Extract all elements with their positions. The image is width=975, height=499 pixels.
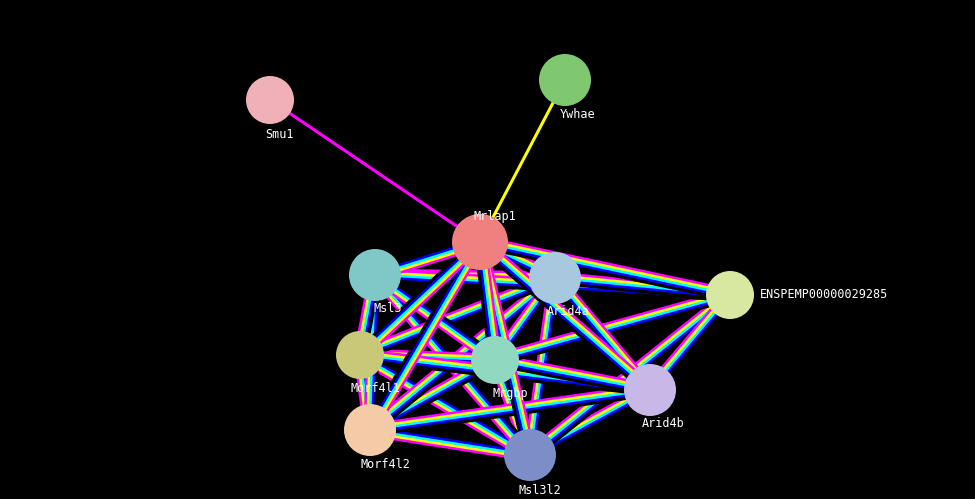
Circle shape xyxy=(349,249,401,301)
Circle shape xyxy=(344,404,396,456)
Text: Smu1: Smu1 xyxy=(266,128,294,141)
Text: Morf4l2: Morf4l2 xyxy=(360,458,409,471)
Text: Mrgbp: Mrgbp xyxy=(492,387,527,400)
Text: Arid4b: Arid4b xyxy=(642,417,684,430)
Circle shape xyxy=(246,76,294,124)
Text: Ywhae: Ywhae xyxy=(561,108,596,121)
Text: Msl3l2: Msl3l2 xyxy=(519,484,562,497)
Text: Mrlap1: Mrlap1 xyxy=(474,210,517,223)
Circle shape xyxy=(452,214,508,270)
Circle shape xyxy=(706,271,754,319)
Text: ENSPEMP00000029285: ENSPEMP00000029285 xyxy=(760,288,888,301)
Text: Morf4l1: Morf4l1 xyxy=(350,382,400,395)
Circle shape xyxy=(336,331,384,379)
Text: Msl3: Msl3 xyxy=(373,302,403,315)
Text: Arid4a: Arid4a xyxy=(547,305,589,318)
Circle shape xyxy=(529,252,581,304)
Circle shape xyxy=(504,429,556,481)
Circle shape xyxy=(471,336,519,384)
Circle shape xyxy=(539,54,591,106)
Circle shape xyxy=(624,364,676,416)
